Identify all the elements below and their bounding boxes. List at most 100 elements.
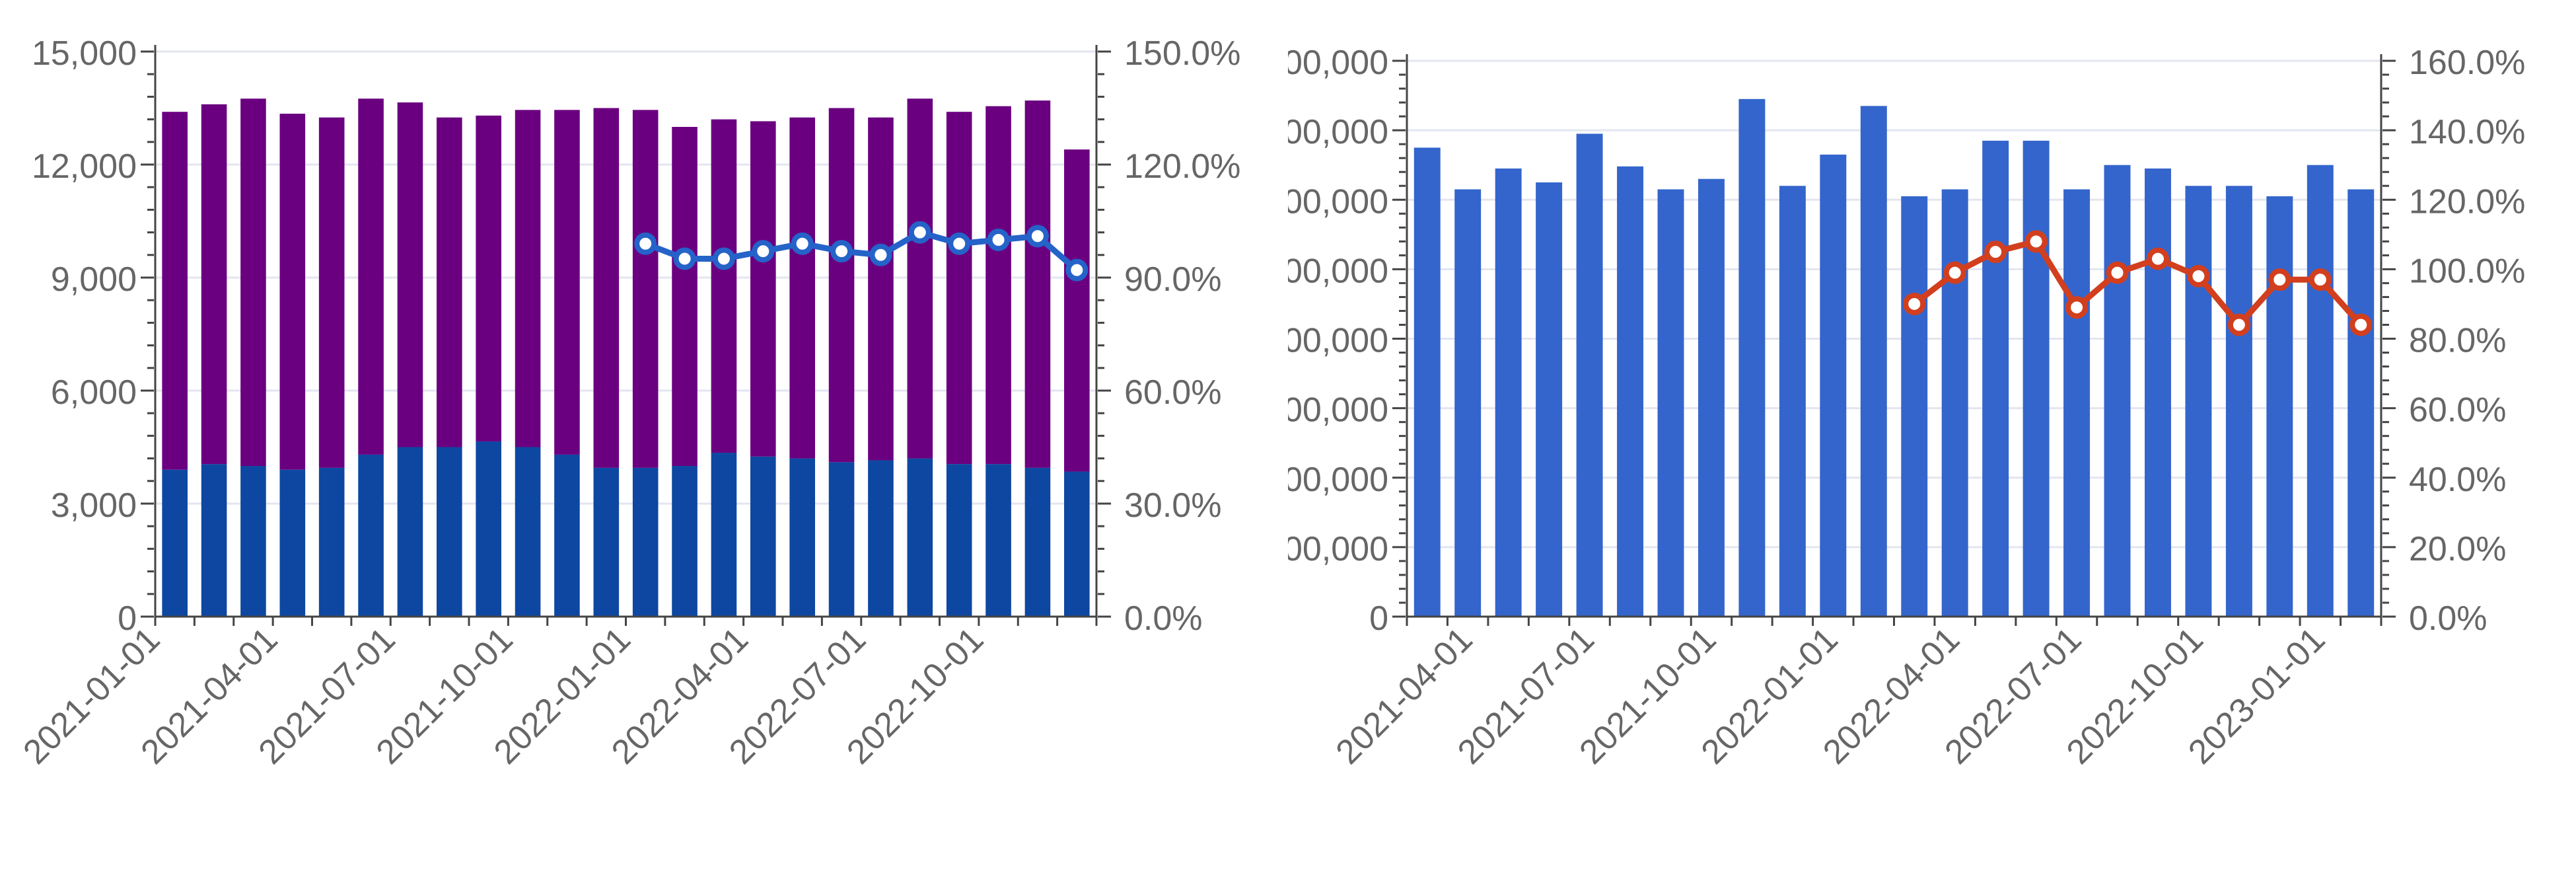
chart1-bar-upper: [201, 104, 227, 465]
chart1-bar-lower: [946, 464, 972, 617]
chart1-bar-lower: [1024, 467, 1051, 617]
chart1-y-right-tick-label: 90.0%: [1124, 260, 1221, 299]
chart1-bar-upper: [868, 117, 894, 461]
chart1-bar-upper: [515, 110, 541, 447]
chart1-bar-upper: [907, 98, 933, 459]
chart2-y-right-tick-label: 100.0%: [2409, 252, 2525, 290]
chart2-y-right-tick-label: 60.0%: [2409, 391, 2506, 430]
chart1-line-point: [830, 240, 853, 263]
chart1-bar-lower: [476, 441, 501, 617]
chart1-line-ratio: [644, 229, 1079, 273]
chart1-bar-upper: [593, 108, 620, 468]
chart2-y-left-tick-label: 0: [1369, 599, 1388, 638]
chart1-bar-lower: [162, 469, 188, 617]
chart2-bar-value: [1413, 147, 1441, 617]
chart1-bar-upper: [632, 110, 659, 468]
chart1-y-left-tick-label: 0: [118, 599, 137, 638]
chart2-y-right-tick-label: 0.0%: [2409, 599, 2487, 638]
chart1-bar-upper: [750, 121, 776, 457]
chart1-line-point: [634, 232, 657, 255]
chart1-bar-upper: [985, 106, 1011, 465]
chart1-bar-lower: [201, 464, 227, 617]
chart2-y-right-tick-label: 40.0%: [2409, 461, 2506, 499]
chart1-y-left-tick-label: 6,000: [51, 373, 137, 412]
chart1-y-left-tick-label: 12,000: [32, 147, 137, 186]
chart1-bar-upper: [279, 114, 306, 470]
chart1-bar-upper: [789, 117, 815, 459]
chart1-y-right-tick-label: 30.0%: [1124, 486, 1221, 525]
chart2-y-right-tick-label: 140.0%: [2409, 113, 2525, 151]
chart1-bar-lower: [437, 447, 462, 617]
chart1-bar-lower: [632, 467, 659, 617]
chart2-line-point: [2227, 313, 2250, 336]
chart1-bar-lower: [828, 462, 855, 617]
chart1-bar-upper: [240, 98, 266, 466]
chart1-bar-upper: [1024, 100, 1051, 468]
chart1-bar-lower: [985, 464, 1011, 617]
chart-left-svg: 0 0.0% 3,000 30.0% 6,000 60.0% 9,000 90.0% 12,00…: [16, 34, 1240, 772]
chart1-y-right-tick-label: 120.0%: [1124, 147, 1240, 186]
chart1-line-point: [1026, 225, 1049, 248]
chart1-y-left-tick-label: 3,000: [51, 486, 137, 525]
chart1-bar-upper: [358, 98, 384, 455]
chart1-bar-lower: [318, 467, 345, 617]
chart1-bar-lower: [1064, 471, 1090, 617]
chart2-y-right-tick-label: 20.0%: [2409, 530, 2506, 568]
chart1-bar-lower: [750, 456, 776, 617]
chart1-line-point: [948, 232, 971, 255]
chart1-line-point: [869, 243, 892, 266]
chart1-bar-upper: [554, 110, 580, 455]
chart2-bar-value: [2347, 189, 2375, 617]
chart2-bar-value: [2145, 168, 2171, 617]
chart2-y-left-tick-label: 300,000: [1288, 391, 1388, 430]
chart1-line-point: [1065, 258, 1089, 282]
chart1-bar-upper: [1064, 149, 1090, 472]
chart2-bar-value: [1779, 186, 1806, 617]
chart2-line-point: [2268, 268, 2291, 291]
chart2-y-left-tick-label: 500,000: [1288, 252, 1388, 290]
chart2-line-point: [1943, 261, 1966, 284]
chart1-bar-upper: [318, 117, 345, 468]
chart2-y-left-tick-label: 200,000: [1288, 461, 1388, 499]
chart2-bar-value: [2266, 196, 2293, 617]
chart1-bar-lower: [593, 467, 620, 617]
chart2-bar-value: [1698, 178, 1725, 617]
chart2-bar-value: [1982, 140, 2009, 617]
chart1-y-right-tick-label: 0.0%: [1124, 599, 1203, 638]
chart2-y-left-tick-label: 700,000: [1288, 113, 1388, 151]
chart2-bar-value: [2063, 189, 2091, 617]
chart2-bar-value: [1738, 98, 1766, 617]
chart1-line-point: [673, 247, 696, 270]
chart2-bar-value: [1536, 182, 1563, 617]
chart1-line-point: [712, 247, 735, 270]
chart2-bar-value: [1576, 133, 1603, 617]
chart1-bar-upper: [162, 112, 188, 470]
chart2-y-left-tick-label: 100,000: [1288, 530, 1388, 568]
chart1-bar-lower: [554, 454, 580, 617]
chart1-bar-lower: [397, 447, 423, 617]
chart1-y-left-tick-label: 15,000: [32, 34, 137, 73]
chart2-bar-value: [2185, 186, 2212, 617]
chart2-line-point: [2106, 261, 2129, 284]
chart2-y-right-tick-label: 120.0%: [2409, 182, 2525, 221]
chart1-bar-lower: [240, 466, 266, 617]
chart2-bar-value: [1617, 166, 1643, 617]
chart1-y-left-tick-label: 9,000: [51, 260, 137, 299]
chart2-y-left-tick-label: 800,000: [1288, 44, 1388, 82]
chart1-bar-upper: [828, 108, 855, 463]
chart2-bar-value: [1901, 196, 1928, 617]
chart2-y-right-tick-label: 80.0%: [2409, 322, 2506, 360]
chart1-y-right-tick-label: 150.0%: [1124, 34, 1240, 73]
chart1-y-right-tick-label: 60.0%: [1124, 373, 1221, 412]
chart1-bar-lower: [279, 469, 306, 617]
chart1-bar-lower: [358, 454, 384, 617]
chart1-bar-lower: [515, 447, 541, 617]
chart2-line-point: [2024, 230, 2048, 253]
chart1-bar-upper: [476, 115, 501, 441]
chart2-bar-value: [2307, 165, 2334, 617]
chart-left: 0 0.0% 3,000 30.0% 6,000 60.0% 9,000 90.0% 12,00…: [0, 0, 1288, 874]
chart1-bar-upper: [437, 117, 462, 447]
chart2-bar-value: [1657, 189, 1684, 617]
chart1-bar-lower: [711, 453, 737, 617]
chart2-line-point: [2308, 268, 2332, 291]
